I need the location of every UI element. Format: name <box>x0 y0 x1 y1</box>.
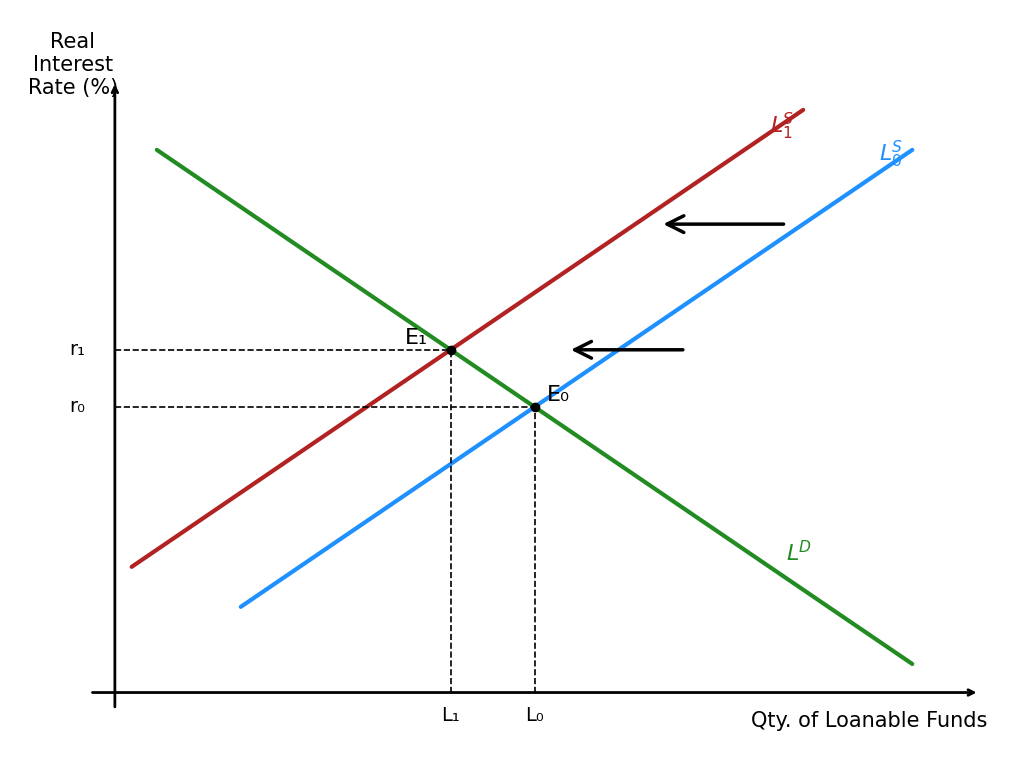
Text: r₁: r₁ <box>70 340 85 359</box>
Text: Qty. of Loanable Funds: Qty. of Loanable Funds <box>752 711 988 731</box>
Text: Real
Interest
Rate (%): Real Interest Rate (%) <box>28 32 118 99</box>
Text: L$^D$: L$^D$ <box>786 540 812 565</box>
Text: r₀: r₀ <box>70 398 85 417</box>
Text: L$^S_0$: L$^S_0$ <box>879 139 903 170</box>
Text: L$^S_1$: L$^S_1$ <box>770 110 794 142</box>
Text: L₀: L₀ <box>525 706 544 725</box>
Text: E₀: E₀ <box>547 385 570 405</box>
Text: E₁: E₁ <box>404 328 427 348</box>
Text: L₁: L₁ <box>441 706 460 725</box>
